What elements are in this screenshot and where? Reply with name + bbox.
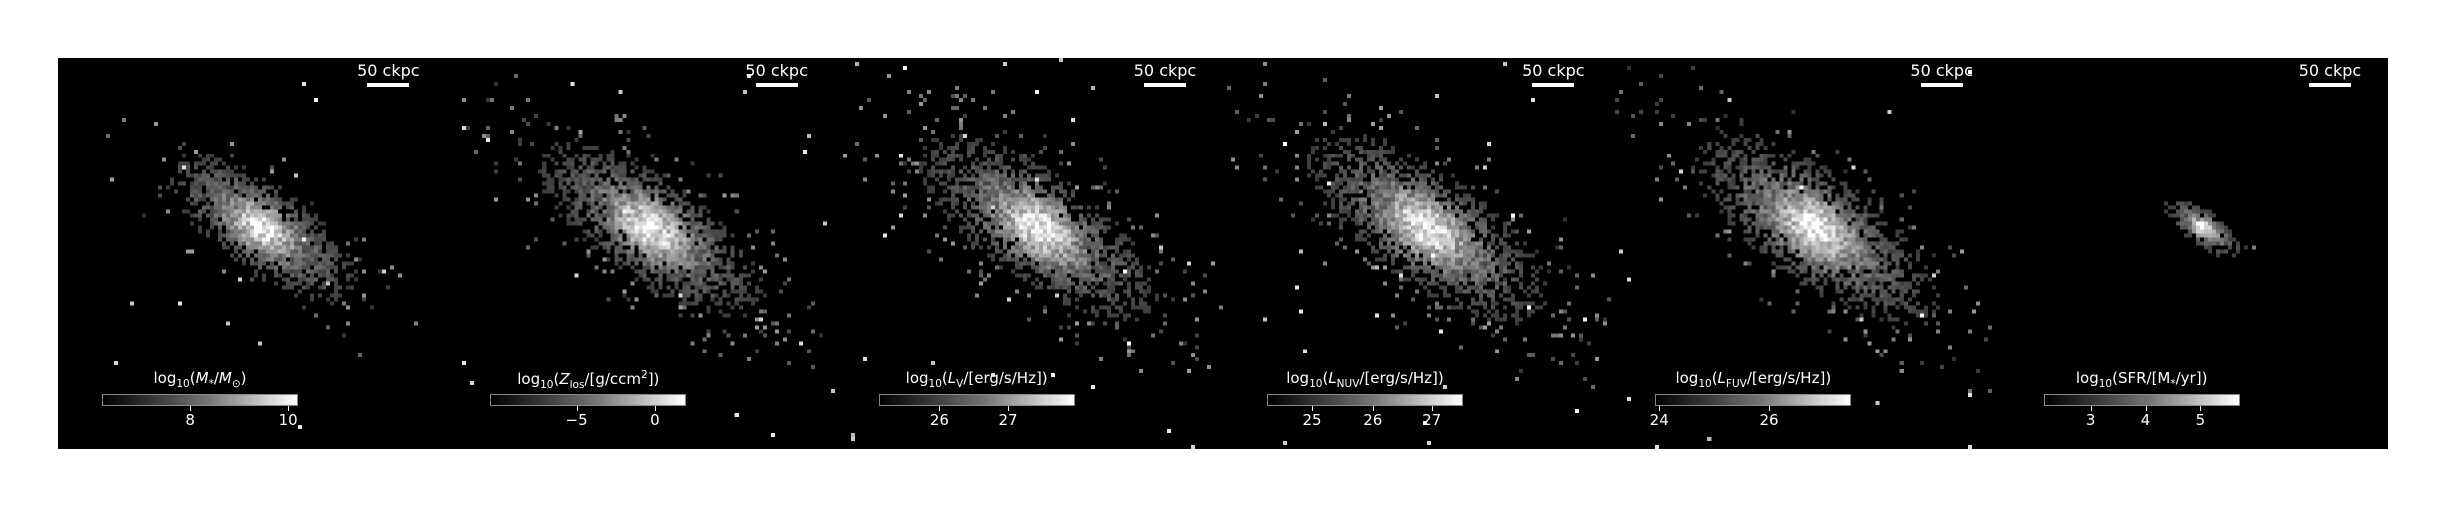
colorbar-tick-label: 0 xyxy=(650,411,660,429)
colorbar-tick-label: 26 xyxy=(929,411,949,429)
scale-bar: 50 ckpc xyxy=(1513,61,1593,87)
galaxy-map-mstar xyxy=(58,58,447,449)
colorbar-tick-label: 27 xyxy=(1422,411,1442,429)
scale-bar-label: 50 ckpc xyxy=(1133,61,1197,80)
galaxy-map-lv xyxy=(834,58,1223,449)
colorbar-tick-label: 24 xyxy=(1649,411,1669,429)
scale-bar-line xyxy=(367,83,410,87)
colorbar-tick xyxy=(2200,406,2202,411)
colorbar-tick xyxy=(1372,406,1374,411)
scale-bar: 50 ckpc xyxy=(1125,61,1205,87)
colorbar-tick-label: 4 xyxy=(2140,411,2151,429)
panel-lfuv: 50 ckpc log10(LFUV/[erg/s/Hz]) 24 26 xyxy=(1611,58,2000,449)
colorbar-tick xyxy=(2090,406,2092,411)
colorbar-label: log10(Zlos/[g/ccm2]) xyxy=(517,369,660,391)
colorbar-tick-label: 26 xyxy=(1363,411,1383,429)
scale-bar-line xyxy=(2308,83,2351,87)
colorbar xyxy=(102,394,298,406)
colorbar xyxy=(1655,394,1852,406)
panel-mstar: 50 ckpc log10(M*/M⊙) 8 10 xyxy=(58,58,447,449)
panel-lnuv: 50 ckpc log10(LNUV/[erg/s/Hz]) 25 26 27 xyxy=(1222,58,1612,449)
galaxy-map-zlos xyxy=(446,58,835,449)
galaxy-map-lfuv xyxy=(1611,58,2000,449)
scale-bar: 50 ckpc xyxy=(1902,61,1982,87)
scale-bar: 50 ckpc xyxy=(2290,61,2370,87)
colorbar-label: log10(LFUV/[erg/s/Hz]) xyxy=(1675,369,1832,390)
colorbar-tick-label: 25 xyxy=(1302,411,1322,429)
scale-bar: 50 ckpc xyxy=(737,61,817,87)
colorbar-tick xyxy=(939,406,941,411)
colorbar-tick xyxy=(1659,406,1661,411)
colorbar-tick-label: 8 xyxy=(185,411,195,429)
panel-lv: 50 ckpc log10(LV/[erg/s/Hz]) 26 27 xyxy=(834,58,1223,449)
scale-bar-line xyxy=(755,83,798,87)
colorbar-tick xyxy=(1312,406,1314,411)
colorbar-tick xyxy=(576,406,578,411)
scale-bar-label: 50 ckpc xyxy=(2298,61,2362,80)
colorbar-tick-label: 5 xyxy=(2195,411,2206,429)
scale-bar-line xyxy=(1920,83,1963,87)
colorbar-label: log10(LV/[erg/s/Hz]) xyxy=(905,369,1048,390)
panel-zlos: 50 ckpc log10(Zlos/[g/ccm2]) −5 0 xyxy=(446,58,835,449)
colorbar-tick-label: 27 xyxy=(998,411,1018,429)
scale-bar-label: 50 ckpc xyxy=(357,61,420,80)
colorbar-label: log10(SFR/[M*/yr]) xyxy=(2075,369,2208,390)
colorbar-tick-label: 10 xyxy=(278,411,298,429)
colorbar-tick-label: 26 xyxy=(1759,411,1779,429)
colorbar-tick xyxy=(288,406,290,411)
colorbar xyxy=(1266,394,1463,406)
galaxy-map-sfr xyxy=(1999,58,2388,449)
scale-bar-line xyxy=(1143,83,1186,87)
galaxy-map-lnuv xyxy=(1222,58,1612,449)
colorbar-tick xyxy=(1431,406,1433,411)
colorbar-tick xyxy=(2145,406,2147,411)
colorbar-tick xyxy=(654,406,656,411)
scale-bar: 50 ckpc xyxy=(348,61,428,87)
colorbar xyxy=(490,394,687,406)
colorbar-tick xyxy=(1768,406,1770,411)
scale-bar-line xyxy=(1532,83,1575,87)
panel-sfr: 50 ckpc log10(SFR/[M*/yr]) 3 4 5 xyxy=(1999,58,2388,449)
colorbar xyxy=(878,394,1075,406)
colorbar xyxy=(2043,394,2240,406)
scale-bar-label: 50 ckpc xyxy=(1910,61,1973,80)
colorbar-tick xyxy=(1008,406,1010,411)
scale-bar-label: 50 ckpc xyxy=(745,61,808,80)
colorbar-label: log10(LNUV/[erg/s/Hz]) xyxy=(1286,369,1444,390)
colorbar-tick xyxy=(190,406,192,411)
colorbar-label: log10(M*/M⊙) xyxy=(153,369,247,390)
colorbar-tick-label: −5 xyxy=(565,411,588,429)
colorbar-tick-label: 3 xyxy=(2085,411,2096,429)
scale-bar-label: 50 ckpc xyxy=(1522,61,1585,80)
